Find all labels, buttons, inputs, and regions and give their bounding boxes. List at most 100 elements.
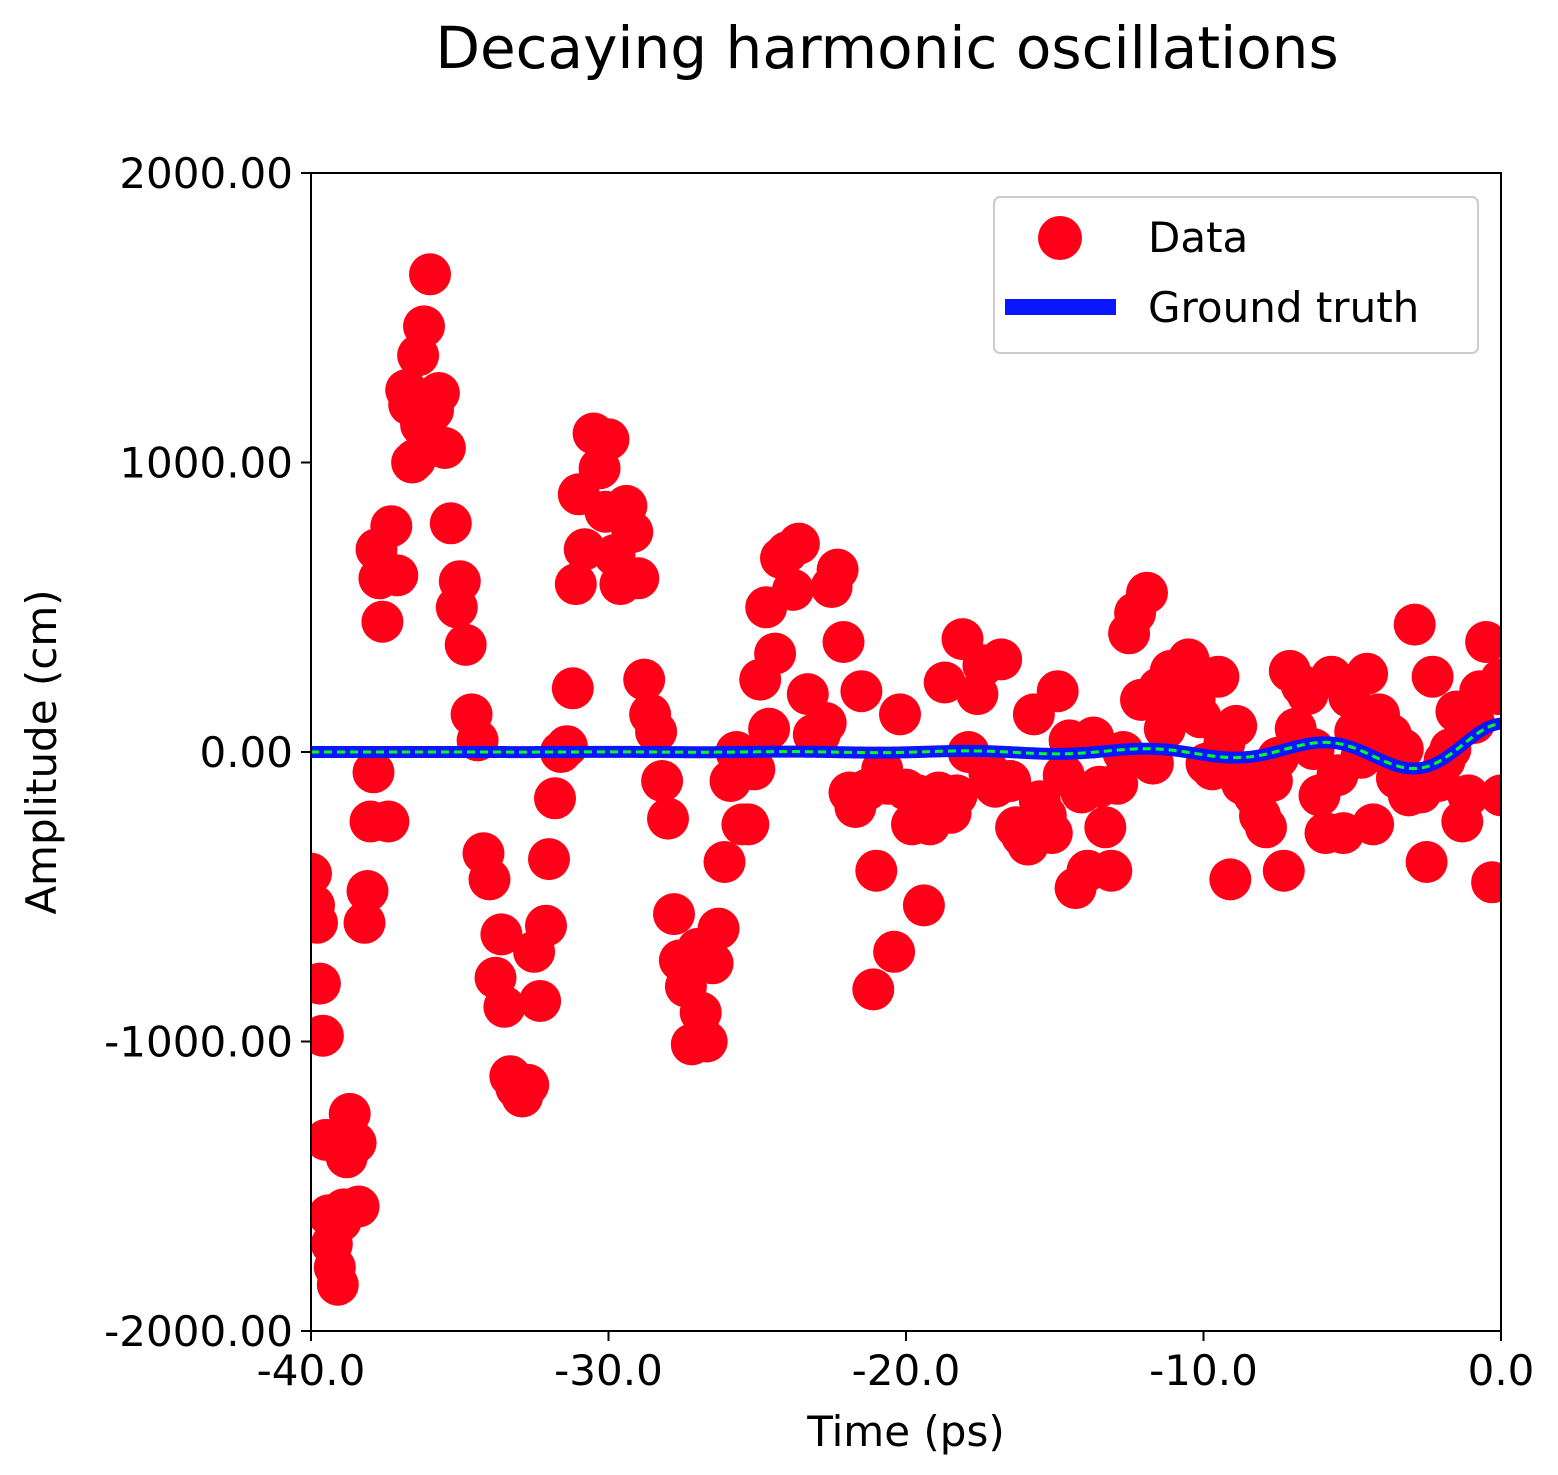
- data-point: [480, 913, 523, 956]
- y-tick-label: 2000.00: [119, 149, 293, 198]
- data-point: [376, 554, 419, 597]
- y-tick-label: -1000.00: [104, 1018, 293, 1067]
- data-point: [1411, 655, 1454, 698]
- data-point: [989, 760, 1032, 802]
- data-point: [1096, 762, 1139, 805]
- legend-label-data: Data: [1148, 213, 1248, 262]
- data-point: [879, 693, 921, 736]
- x-tick-label: -20.0: [852, 1346, 961, 1395]
- data-point: [1090, 849, 1133, 892]
- data-point: [311, 962, 341, 1005]
- data-point: [1030, 812, 1073, 855]
- data-point: [611, 511, 654, 553]
- data-point: [370, 505, 413, 548]
- data-point: [1346, 652, 1389, 695]
- x-axis-label: Time (ps): [806, 1407, 1004, 1456]
- data-point: [980, 638, 1023, 681]
- legend: Data Ground truth: [993, 196, 1479, 354]
- y-tick-label: -2000.00: [104, 1307, 293, 1356]
- data-point: [623, 658, 666, 701]
- fit-curve-dashed: [311, 722, 1501, 771]
- data-point: [852, 968, 895, 1011]
- data-points: [311, 253, 1501, 1306]
- chart-title: Decaying harmonic oscillations: [435, 14, 1338, 82]
- data-point: [1084, 806, 1127, 849]
- data-point: [311, 852, 332, 895]
- data-point: [617, 557, 660, 600]
- data-point: [635, 710, 678, 753]
- data-point: [653, 893, 695, 936]
- data-point: [534, 777, 576, 820]
- data-point: [468, 858, 511, 901]
- data-point: [403, 305, 445, 348]
- data-point: [923, 661, 966, 704]
- data-point: [840, 670, 883, 713]
- data-point: [337, 1185, 380, 1228]
- data-point: [703, 841, 746, 883]
- data-point: [551, 667, 594, 710]
- data-point: [647, 797, 689, 840]
- y-tick-label: 1000.00: [119, 439, 293, 488]
- data-point: [1471, 861, 1501, 904]
- data-point: [1393, 603, 1436, 646]
- data-point: [519, 980, 562, 1022]
- data-point: [873, 930, 916, 973]
- data-point: [748, 707, 791, 750]
- data-point: [311, 901, 338, 944]
- data-point: [1245, 806, 1287, 849]
- data-point: [409, 253, 451, 296]
- data-point: [1197, 655, 1240, 698]
- x-tick-label: -30.0: [554, 1346, 663, 1395]
- data-point: [777, 522, 820, 565]
- data-point: [587, 418, 630, 461]
- data-point: [554, 563, 597, 606]
- data-point: [697, 907, 740, 950]
- data-point: [1405, 841, 1448, 883]
- data-point: [343, 901, 386, 944]
- data-point: [444, 623, 487, 666]
- data-point: [423, 427, 466, 469]
- data-point: [685, 1020, 728, 1063]
- data-point: [1126, 571, 1168, 614]
- data-point: [733, 748, 776, 791]
- data-point: [1480, 658, 1501, 701]
- data-point: [528, 838, 570, 881]
- data-point: [525, 904, 567, 947]
- data-point: [1465, 621, 1501, 663]
- data-point: [483, 985, 526, 1028]
- data-point: [334, 1121, 377, 1164]
- x-tick-label: -10.0: [1149, 1346, 1258, 1395]
- data-point: [641, 760, 684, 802]
- data-point: [816, 548, 859, 591]
- data-point: [1447, 774, 1490, 817]
- data-point: [754, 632, 797, 675]
- data-point: [1352, 803, 1395, 846]
- data-point: [417, 372, 460, 414]
- data-point: [1215, 704, 1258, 747]
- data-point: [367, 800, 410, 843]
- y-tick-label: 0.00: [199, 728, 293, 777]
- data-point: [691, 942, 734, 985]
- data-point: [311, 1014, 344, 1057]
- legend-marker-data: [1038, 216, 1082, 260]
- data-point: [507, 1063, 550, 1106]
- data-point: [316, 1263, 359, 1306]
- data-point: [429, 502, 472, 545]
- data-point: [822, 621, 865, 663]
- y-axis: -2000.00 -1000.00 0.00 1000.00 2000.00: [104, 149, 311, 1356]
- data-point: [1209, 858, 1252, 901]
- data-point: [902, 884, 945, 927]
- data-point: [1262, 849, 1305, 892]
- data-point: [352, 751, 395, 794]
- legend-label-ground-truth: Ground truth: [1148, 283, 1419, 332]
- data-point: [727, 803, 770, 846]
- data-point: [1143, 707, 1186, 750]
- data-point: [346, 870, 389, 912]
- data-point: [804, 702, 847, 744]
- data-point: [772, 568, 814, 611]
- data-point: [1480, 774, 1501, 817]
- data-point: [1036, 670, 1079, 713]
- ground-truth-line: [311, 717, 1501, 775]
- y-axis-label: Amplitude (cm): [17, 589, 66, 914]
